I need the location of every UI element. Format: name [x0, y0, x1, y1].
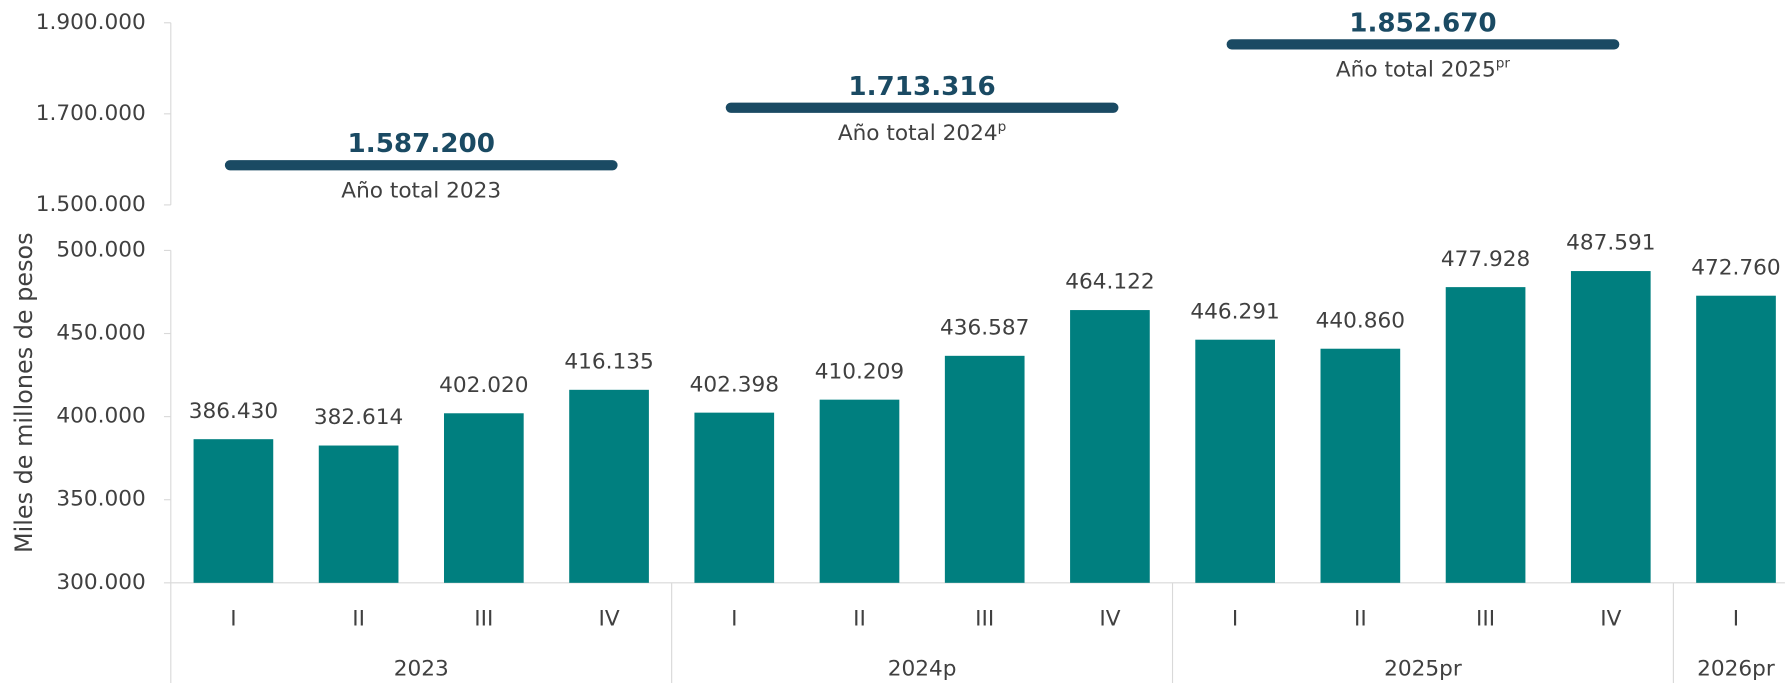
bar	[1570, 271, 1651, 583]
total-value: 1.587.200	[348, 129, 495, 159]
bar	[1070, 310, 1150, 583]
x-tick-label: I	[731, 606, 737, 631]
x-tick-label: I	[230, 606, 236, 631]
total-name: Año total 2025	[1336, 57, 1496, 82]
y-tick-label: 450.000	[56, 321, 145, 346]
bar	[193, 439, 274, 583]
x-tick-label: II	[352, 606, 365, 631]
bar	[318, 445, 399, 583]
data-label: 477.928	[1441, 247, 1530, 272]
y-axis-label: Miles de millones de pesos	[10, 232, 38, 553]
total-value: 1.852.670	[1349, 8, 1496, 38]
total-label: Año total 2024p	[838, 119, 1007, 146]
data-label: 402.398	[690, 372, 779, 397]
x-tick-label: IV	[1600, 606, 1621, 631]
x-tick-label: I	[1232, 606, 1238, 631]
y-tick-label: 350.000	[56, 487, 145, 512]
x-group-label: 2024p	[888, 656, 957, 681]
total-label: Año total 2025pr	[1336, 56, 1511, 83]
bar	[1445, 287, 1526, 583]
x-tick-label: II	[1354, 606, 1367, 631]
x-tick-label: IV	[1099, 606, 1120, 631]
x-group-label: 2023	[394, 656, 449, 681]
x-tick-label: I	[1733, 606, 1739, 631]
bar	[1195, 339, 1275, 583]
x-tick-label: III	[975, 606, 994, 631]
y-tick-label: 500.000	[56, 237, 145, 262]
data-label: 464.122	[1065, 270, 1154, 295]
data-label: 382.614	[314, 405, 403, 430]
total-sup: pr	[1496, 56, 1511, 72]
x-tick-label: III	[474, 606, 493, 631]
bar	[1696, 295, 1776, 583]
data-label: 487.591	[1566, 231, 1655, 256]
bar	[443, 413, 524, 583]
total-value: 1.713.316	[848, 72, 995, 102]
y-tick-label: 1.700.000	[36, 101, 146, 126]
total-name: Año total 2023	[341, 178, 501, 203]
data-label: 416.135	[564, 349, 653, 374]
bar	[569, 389, 649, 583]
y-tick-label: 1.900.000	[36, 10, 146, 35]
data-label: 436.587	[940, 316, 1029, 341]
x-tick-label: IV	[598, 606, 619, 631]
y-tick-label: 400.000	[56, 404, 145, 429]
bar	[694, 412, 775, 583]
data-label: 472.760	[1691, 255, 1780, 280]
y-tick-label: 1.500.000	[36, 192, 146, 217]
bar	[1320, 348, 1401, 583]
x-group-label: 2026pr	[1697, 656, 1775, 681]
data-label: 386.430	[189, 399, 278, 424]
y-tick-label: 300.000	[56, 570, 145, 595]
x-tick-label: III	[1476, 606, 1495, 631]
data-label: 410.209	[815, 359, 904, 384]
data-label: 446.291	[1190, 299, 1279, 324]
total-name: Año total 2024	[838, 121, 998, 146]
data-label: 402.020	[439, 373, 528, 398]
x-tick-label: II	[853, 606, 866, 631]
total-label: Año total 2023	[341, 178, 501, 203]
bar	[819, 399, 900, 583]
bar	[944, 355, 1025, 583]
x-group-label: 2025pr	[1384, 656, 1462, 681]
total-sup: p	[998, 119, 1007, 135]
data-label: 440.860	[1316, 308, 1405, 333]
